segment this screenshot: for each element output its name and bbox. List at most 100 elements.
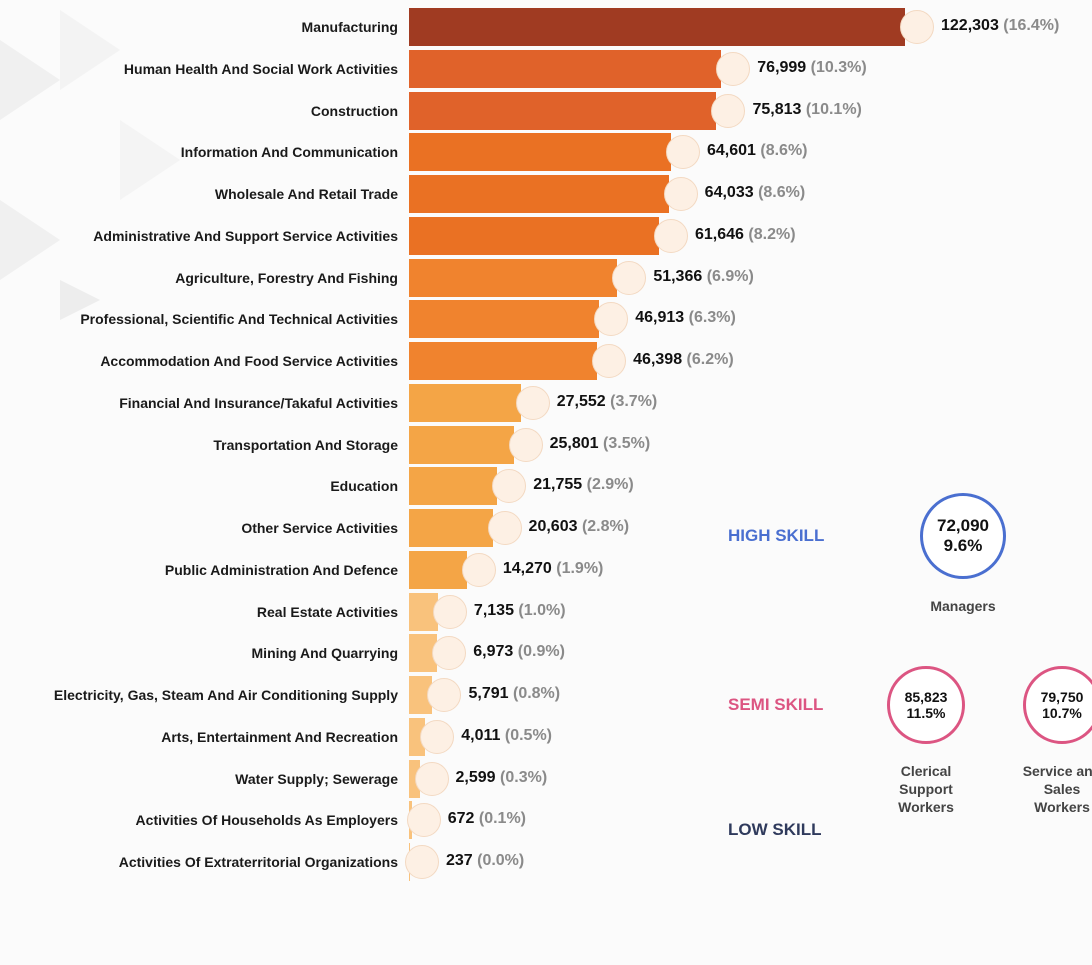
skill-value: 79,750	[1040, 689, 1084, 705]
category-label: Mining And Quarrying	[251, 645, 398, 662]
bar	[409, 342, 598, 380]
bar	[409, 425, 514, 464]
bar	[409, 550, 467, 589]
value-label: 46,398 (6.2%)	[633, 351, 734, 369]
value: 14,270	[502, 559, 552, 577]
value-label: 237 (0.0%)	[446, 852, 524, 870]
share: (2.8%)	[581, 518, 630, 535]
icon	[515, 385, 550, 420]
share: (2.9%)	[586, 476, 634, 494]
value: 64,601	[706, 142, 756, 160]
value-label: 64,033 (8.6%)	[705, 184, 806, 202]
category-label: Electricity, Gas, Steam And Air Conditio…	[53, 687, 398, 703]
icon	[612, 260, 647, 295]
category-label: Education	[330, 478, 398, 495]
bar	[409, 175, 669, 213]
bar	[409, 8, 905, 46]
value: 672	[447, 810, 475, 828]
skill-group-name: Clerical Support Workers	[898, 763, 954, 815]
skill-group-name: Managers	[930, 598, 996, 614]
value: 122,303	[941, 17, 999, 34]
category-label: Activities Of Households As Employers	[135, 812, 398, 829]
skill-circle: 79,750 10.7%	[1023, 666, 1092, 744]
share: (6.2%)	[686, 351, 734, 368]
icon	[654, 218, 688, 253]
skill-circle: 85,823 11.5%	[887, 666, 965, 744]
skill-share: 9.6%	[943, 536, 983, 555]
value: 21,755	[533, 476, 583, 494]
skill-label: LOW SKILL	[728, 820, 822, 839]
value-label: 6,973 (0.9%)	[473, 643, 565, 661]
share: (10.1%)	[805, 100, 862, 118]
icon	[427, 678, 462, 712]
bar	[409, 759, 420, 798]
skill-label: SEMI SKILL	[728, 695, 824, 714]
category-label: Public Administration And Defence	[164, 561, 398, 578]
value: 20,603	[528, 518, 578, 535]
icon	[432, 636, 467, 671]
icon	[404, 845, 439, 879]
share: (6.3%)	[688, 309, 736, 327]
share: (0.9%)	[517, 643, 565, 661]
share: (0.8%)	[512, 685, 561, 702]
skill-value: 72,090	[937, 516, 989, 535]
background-pattern	[0, 10, 180, 320]
share: (3.7%)	[610, 392, 658, 410]
category-label: Agriculture, Forestry And Fishing	[175, 269, 398, 286]
share: (0.5%)	[504, 726, 552, 744]
icon	[508, 427, 543, 462]
bar	[409, 467, 498, 506]
icon	[716, 51, 751, 86]
share: (8.6%)	[760, 142, 808, 160]
bar	[409, 216, 659, 255]
share: (6.9%)	[706, 267, 754, 285]
value-label: 7,135 (1.0%)	[474, 602, 566, 620]
icon	[432, 594, 467, 629]
value: 27,552	[556, 392, 606, 410]
category-label: Manufacturing	[301, 19, 398, 35]
icon	[663, 177, 698, 211]
bar	[409, 383, 521, 422]
bar	[409, 91, 717, 130]
icon	[461, 552, 496, 587]
value-label: 14,270 (1.9%)	[503, 560, 604, 578]
bar	[409, 258, 618, 297]
share: (0.0%)	[477, 852, 525, 869]
skill-circle: 72,090 9.6%	[920, 493, 1006, 579]
bar	[409, 676, 433, 714]
category-label: Other Service Activities	[241, 520, 398, 536]
bar	[409, 133, 671, 172]
value: 6,973	[473, 643, 514, 661]
value: 51,366	[653, 267, 703, 285]
icon	[406, 803, 441, 838]
category-label: Activities Of Extraterritorial Organizat…	[118, 854, 398, 870]
icon	[420, 719, 455, 754]
share: (0.3%)	[500, 768, 548, 786]
share: (3.5%)	[603, 434, 651, 452]
skill-value: 85,823	[904, 689, 948, 705]
bar	[409, 717, 426, 756]
share: (10.3%)	[810, 58, 867, 76]
category-label: Construction	[310, 102, 398, 119]
value: 75,813	[752, 100, 802, 118]
skill-share: 10.7%	[1042, 705, 1082, 721]
icon	[711, 93, 746, 128]
value-label: 672 (0.1%)	[448, 810, 526, 828]
value: 2,599	[455, 768, 496, 786]
value-label: 20,603 (2.8%)	[529, 518, 630, 536]
category-label: Information And Communication	[180, 144, 398, 161]
value-label: 46,913 (6.3%)	[635, 309, 736, 327]
value: 25,801	[549, 434, 599, 452]
share: (8.6%)	[758, 184, 806, 201]
bar	[409, 509, 493, 547]
value: 7,135	[473, 601, 514, 619]
value-label: 27,552 (3.7%)	[557, 393, 658, 411]
value: 46,398	[633, 351, 683, 368]
value-label: 51,366 (6.9%)	[653, 268, 754, 286]
value: 64,033	[704, 184, 754, 201]
category-label: Real Estate Activities	[256, 603, 398, 620]
value-label: 76,999 (10.3%)	[757, 59, 866, 77]
icon	[592, 344, 627, 378]
skill-group-name: Service and Sales Workers	[1022, 763, 1092, 815]
icon	[492, 469, 527, 504]
